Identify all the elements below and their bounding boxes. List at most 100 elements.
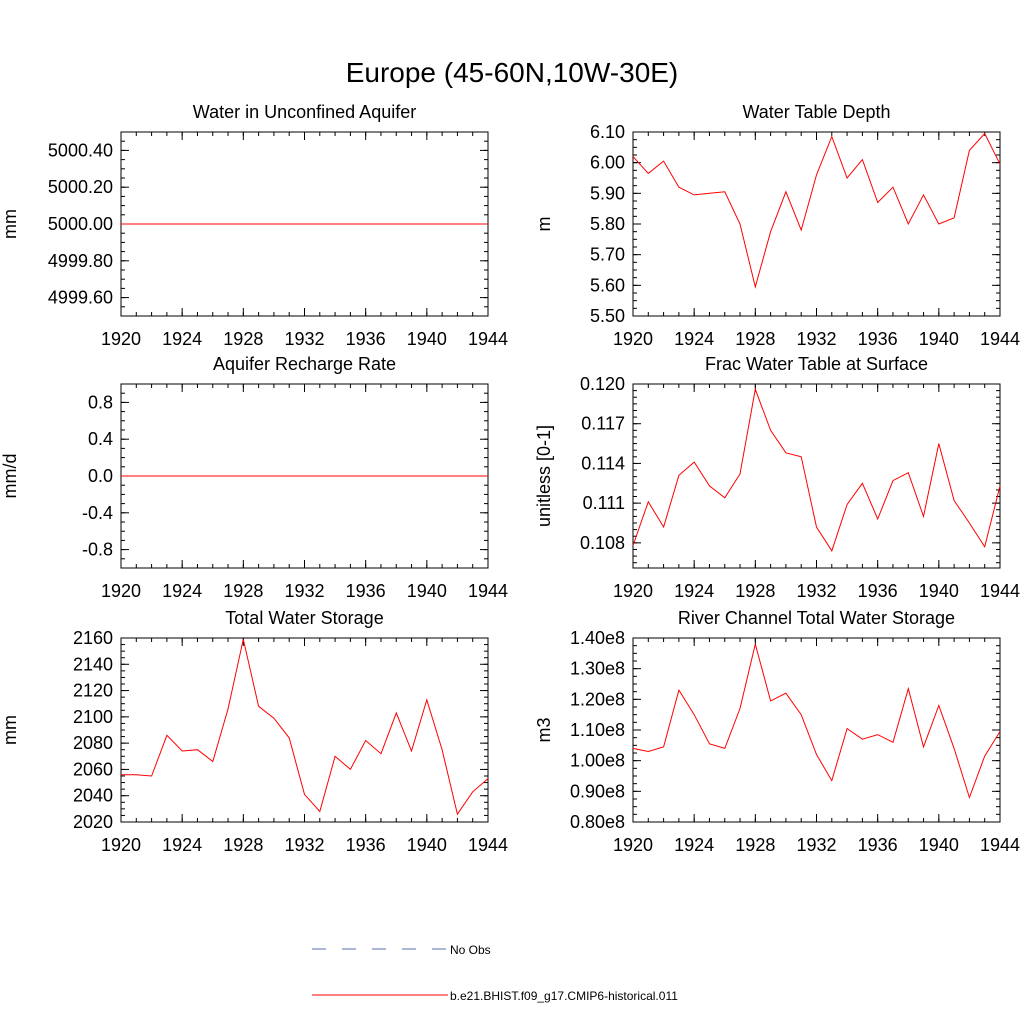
- x-tick-label: 1928: [223, 581, 263, 601]
- y-axis-label: m: [534, 217, 554, 232]
- series-line-1: [632, 132, 1001, 289]
- y-tick-label: 0.90e8: [570, 781, 625, 801]
- x-tick-label: 1944: [980, 329, 1020, 349]
- y-tick-label: 1.10e8: [570, 720, 625, 740]
- y-tick-label: 6.10: [590, 122, 625, 142]
- x-tick-label: 1920: [101, 581, 141, 601]
- y-tick-label: 5000.20: [48, 177, 113, 197]
- y-tick-label: 2040: [73, 786, 113, 806]
- y-tick-label: 5.50: [590, 306, 625, 326]
- x-tick-label: 1944: [980, 581, 1020, 601]
- x-tick-label: 1940: [919, 329, 959, 349]
- x-tick-label: 1936: [346, 329, 386, 349]
- y-tick-label: 2060: [73, 759, 113, 779]
- y-tick-label: 2160: [73, 628, 113, 648]
- x-tick-label: 1944: [468, 329, 508, 349]
- y-tick-label: 2020: [73, 812, 113, 832]
- x-tick-label: 1944: [980, 835, 1020, 855]
- figure-title: Europe (45-60N,10W-30E): [346, 57, 679, 88]
- x-tick-label: 1928: [735, 581, 775, 601]
- x-tick-label: 1924: [162, 835, 202, 855]
- y-tick-label: 5.90: [590, 183, 625, 203]
- x-tick-label: 1920: [613, 835, 653, 855]
- x-tick-label: 1924: [674, 329, 714, 349]
- x-tick-label: 1936: [346, 581, 386, 601]
- x-tick-label: 1924: [162, 581, 202, 601]
- x-tick-label: 1920: [613, 581, 653, 601]
- y-tick-label: 5.70: [590, 245, 625, 265]
- y-tick-label: 0.8: [88, 392, 113, 412]
- chart-panel-6: River Channel Total Water Storage m3 1920 1…: [534, 608, 1020, 855]
- y-tick-label: 0.80e8: [570, 812, 625, 832]
- chart-title: Total Water Storage: [225, 608, 383, 628]
- y-tick-label: 1.40e8: [570, 628, 625, 648]
- y-tick-label: 6.00: [590, 153, 625, 173]
- y-tick-label: 0.117: [581, 414, 625, 434]
- y-tick-label: 2140: [73, 654, 113, 674]
- x-tick-label: 1940: [407, 835, 447, 855]
- y-tick-label: 4999.80: [48, 251, 113, 271]
- x-tick-label: 1936: [858, 329, 898, 349]
- chart-panel-1: Water in Unconfined Aquifer mm 1920 1924 192…: [0, 102, 508, 349]
- x-tick-label: 1936: [346, 835, 386, 855]
- y-tick-label: 0.108: [580, 533, 625, 553]
- x-tick-label: 1928: [223, 835, 263, 855]
- y-tick-label: 1.00e8: [570, 751, 625, 771]
- x-tick-label: 1920: [101, 835, 141, 855]
- y-axis-label: unitless [0-1]: [534, 425, 554, 527]
- x-tick-label: 1940: [919, 835, 959, 855]
- y-tick-label: 0.0: [88, 466, 113, 486]
- chart-panel-3: Aquifer Recharge Rate mm/d 1920 1924 1928 193…: [0, 354, 508, 601]
- series-line-1: [632, 387, 1001, 552]
- chart-title: Water Table Depth: [742, 102, 890, 122]
- y-tick-label: 5.60: [590, 275, 625, 295]
- y-tick-label: 2100: [73, 707, 113, 727]
- x-tick-label: 1928: [735, 835, 775, 855]
- plot-frame: [632, 131, 1001, 317]
- chart-panel-2: Water Table Depth m 1920 1924 1928 1932 1936 19…: [534, 102, 1020, 349]
- legend-label-no-obs: No Obs: [450, 943, 491, 957]
- x-tick-label: 1940: [919, 581, 959, 601]
- x-tick-label: 1924: [674, 835, 714, 855]
- x-tick-label: 1932: [796, 835, 836, 855]
- y-tick-label: 0.111: [583, 493, 625, 513]
- y-tick-label: 5000.40: [48, 140, 113, 160]
- x-tick-label: 1924: [674, 581, 714, 601]
- x-tick-label: 1936: [858, 835, 898, 855]
- y-tick-label: 5000.00: [48, 214, 113, 234]
- x-tick-label: 1920: [613, 329, 653, 349]
- x-tick-label: 1932: [284, 835, 324, 855]
- x-tick-label: 1944: [468, 835, 508, 855]
- series-line-1: [121, 639, 489, 816]
- legend: No Obs b.e21.BHIST.f09_g17.CMIP6-histori…: [312, 943, 678, 1003]
- y-axis-label: mm/d: [0, 454, 20, 499]
- x-tick-label: 1932: [796, 329, 836, 349]
- y-tick-label: -0.8: [82, 540, 113, 560]
- x-tick-label: 1936: [858, 581, 898, 601]
- x-tick-label: 1940: [407, 329, 447, 349]
- y-tick-label: 5.80: [590, 214, 625, 234]
- y-tick-label: 1.30e8: [570, 659, 625, 679]
- y-axis-label: mm: [0, 209, 20, 239]
- y-tick-label: 0.120: [580, 374, 625, 394]
- x-tick-label: 1932: [284, 329, 324, 349]
- y-axis-label: mm: [0, 715, 20, 745]
- chart-title: Frac Water Table at Surface: [705, 354, 928, 374]
- chart-panel-4: Frac Water Table at Surface unitless [0-1…: [534, 354, 1020, 601]
- y-tick-label: 2120: [73, 681, 113, 701]
- panels: Water in Unconfined Aquifer mm 1920 1924 192…: [0, 102, 1020, 855]
- chart-title: Aquifer Recharge Rate: [213, 354, 396, 374]
- chart-title: River Channel Total Water Storage: [678, 608, 955, 628]
- y-tick-label: 2080: [73, 733, 113, 753]
- y-axis-label: m3: [534, 717, 554, 742]
- x-tick-label: 1920: [101, 329, 141, 349]
- y-tick-label: -0.4: [82, 503, 113, 523]
- y-tick-label: 1.20e8: [570, 689, 625, 709]
- y-tick-label: 4999.60: [48, 288, 113, 308]
- y-tick-label: 0.114: [581, 453, 625, 473]
- plot-frame: [632, 383, 1001, 569]
- chart-title: Water in Unconfined Aquifer: [193, 102, 416, 122]
- x-tick-label: 1932: [284, 581, 324, 601]
- x-tick-label: 1928: [735, 329, 775, 349]
- x-tick-label: 1924: [162, 329, 202, 349]
